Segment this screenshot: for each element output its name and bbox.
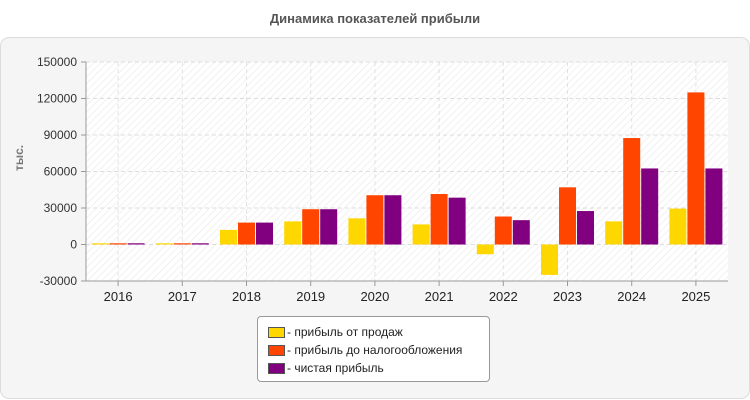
bar (512, 220, 530, 245)
bar (412, 224, 430, 245)
bar (605, 221, 623, 245)
bar (284, 221, 302, 245)
legend-label-pretax-profit: - прибыль до налогообложения (287, 343, 463, 357)
legend-item-sales-profit: - прибыль от продаж (268, 323, 403, 341)
bar (641, 168, 659, 245)
bar (366, 195, 384, 245)
bar (238, 222, 255, 245)
legend-swatch-pretax-profit (268, 344, 285, 356)
y-tick-label: 0 (70, 238, 77, 252)
bar (191, 243, 209, 245)
bar (448, 197, 466, 245)
bar (494, 216, 512, 245)
bar (687, 92, 705, 245)
bar (320, 209, 338, 245)
bar (623, 138, 641, 245)
chart-title: Динамика показателей прибыли (269, 11, 481, 26)
bar (127, 243, 145, 245)
y-tick-label: 60000 (44, 165, 78, 179)
bar (348, 218, 366, 245)
bar (220, 229, 237, 245)
bar (669, 208, 687, 245)
bar (91, 243, 109, 245)
legend-swatch-sales-profit (268, 326, 285, 338)
bar (155, 243, 173, 245)
y-axis-label: тыс. (12, 144, 26, 171)
x-tick-label: 2023 (553, 289, 582, 304)
bar (541, 244, 558, 275)
y-tick-label: 120000 (37, 92, 77, 106)
bar (476, 244, 494, 255)
x-tick-label: 2022 (489, 289, 518, 304)
y-tick-label: 150000 (37, 55, 77, 69)
bar (430, 194, 448, 245)
bar (109, 243, 127, 245)
y-tick-label: -30000 (40, 274, 78, 288)
x-tick-label: 2021 (425, 289, 454, 304)
x-tick-label: 2018 (232, 289, 261, 304)
x-tick-label: 2016 (104, 289, 133, 304)
bar (384, 195, 402, 245)
y-tick-label: 90000 (44, 128, 78, 142)
x-tick-label: 2020 (360, 289, 389, 304)
bar (705, 168, 723, 245)
bar (256, 222, 273, 245)
y-tick-label: 30000 (44, 201, 78, 215)
x-tick-label: 2025 (681, 289, 710, 304)
bar (302, 209, 320, 245)
legend-label-sales-profit: - прибыль от продаж (287, 325, 403, 339)
legend-item-net-profit: - чистая прибыль (268, 359, 384, 377)
x-tick-label: 2024 (617, 289, 646, 304)
x-tick-label: 2019 (296, 289, 325, 304)
chart-legend: - прибыль от продаж - прибыль до налогоо… (257, 316, 490, 382)
bar (577, 211, 594, 245)
bar (173, 243, 191, 245)
legend-item-pretax-profit: - прибыль до налогообложения (268, 341, 462, 359)
x-tick-label: 2017 (168, 289, 197, 304)
legend-swatch-net-profit (268, 362, 285, 374)
bar (559, 187, 576, 245)
legend-label-net-profit: - чистая прибыль (287, 361, 384, 375)
